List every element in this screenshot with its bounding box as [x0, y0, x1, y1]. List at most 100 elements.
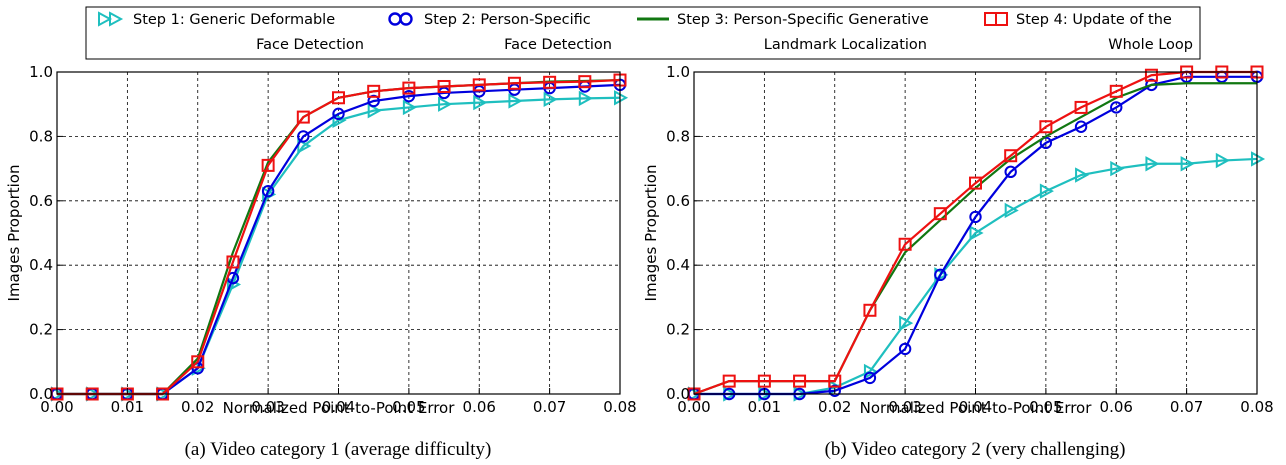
x-axis-label: Normalized Point-to-Point Error — [223, 399, 456, 417]
data-point — [543, 91, 558, 108]
y-tick-label: 0.0 — [666, 385, 690, 403]
data-point — [191, 355, 205, 369]
data-point — [828, 374, 842, 388]
y-tick-label: 0.0 — [29, 385, 53, 403]
chart-a: 0.00 0.01 0.02 0.03 0.04 0.05 0.06 0.07 0.08 0.0 0… — [5, 63, 637, 460]
data-point — [1110, 101, 1123, 114]
data-point — [863, 371, 877, 385]
y-tick-label: 0.8 — [666, 127, 690, 145]
legend-label-line1: Step 4: Update of the — [1016, 12, 1172, 28]
x-tick-label: 0.05 — [1029, 398, 1062, 416]
data-point — [261, 158, 275, 172]
data-point — [578, 75, 592, 89]
data-point — [899, 315, 914, 331]
x-tick-label: 0.03 — [251, 398, 284, 416]
data-point — [828, 384, 841, 397]
data-point — [332, 91, 345, 105]
x-tick-label: 0.01 — [748, 398, 781, 416]
data-point — [969, 176, 982, 190]
legend-label-line1: Step 3: Person-Specific Generative — [677, 12, 929, 28]
data-point — [863, 363, 879, 380]
data-point — [1109, 84, 1123, 98]
series-line — [693, 70, 1257, 396]
triangle-marker-icon — [98, 11, 124, 27]
x-tick-label: 0.05 — [392, 398, 425, 416]
y-tick-label: 0.4 — [666, 256, 690, 274]
data-point — [1039, 120, 1053, 134]
series-line — [57, 83, 621, 396]
x-tick-label: 0.04 — [959, 398, 992, 416]
data-point — [1074, 120, 1088, 133]
legend-label-line2: Landmark Localization — [764, 37, 927, 53]
data-point — [1180, 156, 1195, 172]
square-marker-icon — [984, 12, 1008, 26]
x-tick-label: 0.08 — [1240, 398, 1273, 416]
data-point — [578, 90, 593, 107]
x-tick-label: 0.06 — [463, 398, 496, 416]
y-tick-label: 0.8 — [29, 127, 53, 145]
data-point — [437, 79, 451, 93]
y-tick-label: 0.6 — [666, 192, 690, 210]
data-point — [1004, 165, 1017, 179]
x-tick-label: 0.00 — [40, 398, 73, 416]
data-point — [296, 110, 310, 124]
legend-label-line2: Face Detection — [256, 37, 364, 53]
data-point — [297, 130, 310, 143]
data-point — [1144, 68, 1158, 82]
series-step-1 — [688, 151, 1266, 402]
x-tick-label: 0.02 — [818, 398, 851, 416]
x-tick-label: 0.07 — [533, 398, 566, 416]
x-axis-label: Normalized Point-to-Point Error — [860, 399, 1093, 417]
data-point — [1074, 100, 1088, 114]
series-step-4 — [687, 65, 1264, 401]
y-tick-label: 0.2 — [29, 321, 53, 339]
x-tick-label: 0.00 — [677, 398, 710, 416]
data-point — [898, 237, 912, 251]
y-axis-label: Images Proportion — [5, 165, 23, 302]
data-point — [1215, 152, 1230, 169]
data-point — [402, 99, 417, 116]
data-point — [898, 342, 912, 356]
data-point — [367, 94, 380, 108]
chart-b: 0.00 0.01 0.02 0.03 0.04 0.05 0.06 0.07 0.08 0.0 0… — [642, 63, 1274, 460]
y-tick-label: 0.4 — [29, 256, 53, 274]
data-point — [367, 102, 382, 119]
data-point — [934, 268, 947, 282]
data-point — [1004, 202, 1019, 219]
data-point — [793, 374, 807, 388]
data-point — [402, 89, 416, 103]
data-point — [508, 93, 523, 109]
data-point — [473, 94, 488, 111]
data-point — [969, 210, 982, 224]
data-point — [969, 225, 984, 241]
x-tick-label: 0.07 — [1170, 398, 1203, 416]
legend-label-line1: Step 2: Person-Specific — [424, 12, 591, 28]
data-point — [226, 276, 242, 293]
legend-entry-step-2: Step 2: Person-Specific Face Detection — [388, 12, 612, 53]
y-tick-label: 1.0 — [29, 63, 53, 81]
x-tick-label: 0.01 — [111, 398, 144, 416]
legend-label-line2: Whole Loop — [1108, 37, 1193, 53]
legend-label-line2: Face Detection — [504, 37, 612, 53]
data-point — [1110, 160, 1125, 177]
data-point — [543, 75, 557, 89]
x-tick-label: 0.02 — [181, 398, 214, 416]
data-point — [226, 255, 240, 269]
y-tick-label: 0.2 — [666, 321, 690, 339]
chart-caption: (a) Video category 1 (average difficulty… — [185, 439, 492, 460]
data-point — [722, 374, 736, 388]
data-point — [863, 303, 877, 317]
data-point — [757, 374, 771, 388]
x-tick-label: 0.08 — [603, 398, 636, 416]
data-point — [472, 78, 486, 92]
y-tick-label: 1.0 — [666, 63, 690, 81]
series-line — [693, 82, 1257, 396]
legend-entry-step-3: Step 3: Person-Specific Generative Landm… — [637, 12, 929, 53]
data-point — [332, 107, 345, 121]
y-axis-label: Images Proportion — [642, 165, 660, 302]
legend-label-line1: Step 1: Generic Deformable — [133, 12, 335, 28]
legend-entry-step-4: Step 4: Update of the Whole Loop — [984, 12, 1193, 53]
data-point — [332, 112, 347, 128]
data-point — [933, 207, 947, 221]
